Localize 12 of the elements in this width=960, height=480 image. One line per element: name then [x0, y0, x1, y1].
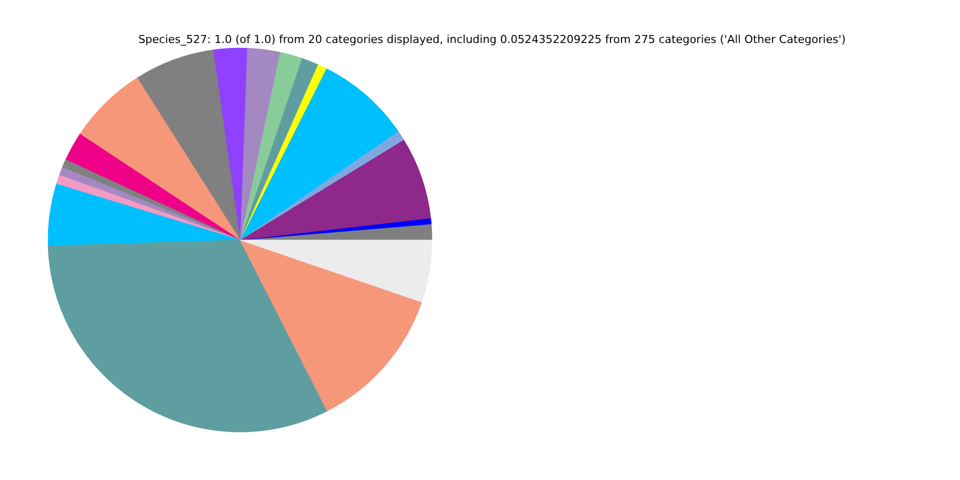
- pie-slice: [240, 68, 399, 240]
- pie-slice: [48, 240, 328, 432]
- pie-slice: [65, 134, 240, 240]
- pie-slice: [240, 48, 280, 240]
- pie-slice: [240, 240, 432, 302]
- pie-slice: [240, 139, 431, 240]
- pie-slice: [48, 184, 240, 246]
- pie-slice: [136, 50, 240, 240]
- pie-slice: [212, 48, 248, 240]
- pie-slice: [240, 131, 404, 240]
- pie-slice: [240, 52, 302, 240]
- text: Species_527: 1.0 (of 1.0) from 20 categories displayed, including 0.0524352209225 from 275 categories ('All Other Categories'): [138, 33, 846, 46]
